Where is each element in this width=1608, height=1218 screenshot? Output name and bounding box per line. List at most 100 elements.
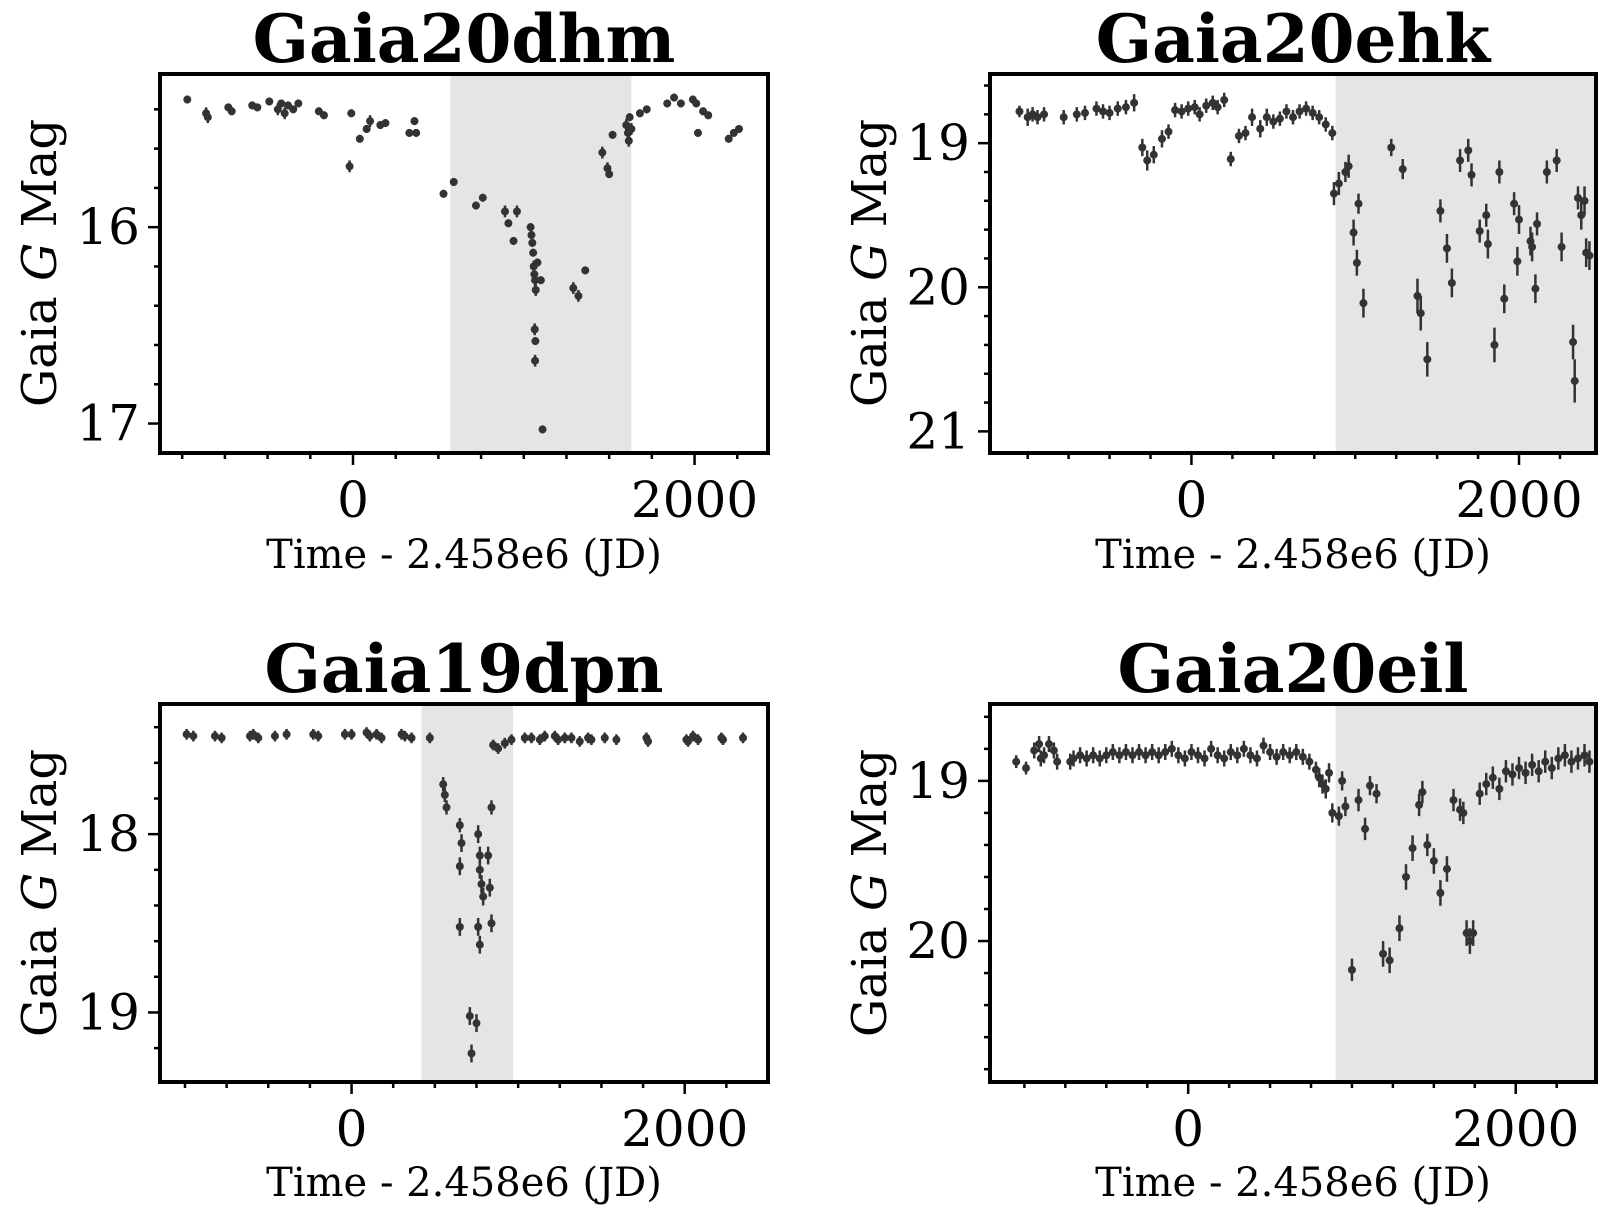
data-point	[1488, 773, 1497, 782]
data-point	[1573, 193, 1582, 202]
data-point	[684, 737, 693, 746]
data-point	[512, 207, 521, 216]
data-point	[1187, 748, 1196, 757]
data-point	[1220, 754, 1229, 763]
plot-frame	[158, 702, 770, 1084]
data-point	[1467, 170, 1476, 179]
data-point	[440, 790, 449, 799]
data-point	[527, 733, 536, 742]
data-point	[1202, 101, 1211, 110]
data-point	[1495, 784, 1504, 793]
data-point	[1354, 796, 1363, 805]
highlight-span	[421, 704, 514, 1082]
x-axis-label: Time - 2.458e6 (JD)	[1095, 1160, 1491, 1206]
data-point	[569, 284, 578, 293]
data-point	[1500, 294, 1509, 303]
panel-title: Gaia19dpn	[264, 630, 663, 708]
data-point	[1279, 748, 1288, 757]
data-point	[1099, 107, 1108, 116]
data-point	[487, 803, 496, 812]
data-point	[487, 919, 496, 928]
data-point	[1092, 104, 1101, 113]
data-point	[1033, 113, 1042, 122]
data-point	[377, 733, 386, 742]
data-point	[1513, 257, 1522, 266]
data-point	[1308, 108, 1317, 117]
y-tick-label-0: 19	[906, 114, 970, 172]
data-point	[567, 733, 576, 742]
data-point	[1577, 211, 1586, 220]
data-point	[1347, 965, 1356, 974]
data-point	[472, 1019, 481, 1028]
data-point	[734, 124, 743, 133]
data-point	[531, 356, 540, 365]
data-point	[1542, 167, 1551, 176]
data-point	[526, 223, 535, 232]
panel-title: Gaia20dhm	[253, 0, 676, 78]
data-point	[1349, 228, 1358, 237]
data-point	[189, 732, 198, 741]
data-point	[455, 922, 464, 931]
data-point	[1239, 744, 1248, 753]
data-point	[270, 732, 279, 741]
data-point	[1475, 789, 1484, 798]
data-point	[485, 883, 494, 892]
y-axis-label: Gaia G Mag	[842, 749, 898, 1037]
panel-title: Gaia20eil	[1118, 630, 1469, 708]
data-point	[1275, 114, 1284, 123]
data-point	[1200, 754, 1209, 763]
axis-ticks	[148, 108, 739, 465]
data-point	[1475, 227, 1484, 236]
data-point	[644, 737, 653, 746]
data-point	[381, 119, 390, 128]
data-point	[575, 737, 584, 746]
data-point	[273, 105, 282, 114]
data-point	[455, 862, 464, 871]
x-axis-label: Time - 2.458e6 (JD)	[266, 532, 662, 578]
data-point	[1241, 129, 1250, 138]
data-point	[1128, 751, 1137, 760]
data-point	[265, 97, 274, 106]
data-point	[1338, 776, 1347, 785]
y-tick-label-1: 20	[906, 912, 970, 970]
data-point	[1531, 284, 1540, 293]
data-point	[531, 276, 540, 285]
data-point	[1490, 340, 1499, 349]
data-point	[1423, 840, 1432, 849]
data-point	[1442, 864, 1451, 873]
data-point	[1315, 773, 1324, 782]
data-point	[1302, 104, 1311, 113]
data-point	[407, 733, 416, 742]
data-point	[366, 117, 375, 126]
data-point	[253, 103, 262, 112]
data-point	[1541, 757, 1550, 766]
data-point	[1015, 107, 1024, 116]
data-point	[1547, 764, 1556, 773]
data-point	[1282, 107, 1291, 116]
data-point	[1164, 127, 1173, 136]
data-point	[1469, 929, 1478, 938]
x-tick-label-1: 2000	[1455, 471, 1582, 529]
data-point	[1113, 104, 1122, 113]
data-point	[294, 99, 303, 108]
data-points	[1015, 92, 1594, 403]
data-point	[439, 189, 448, 198]
data-point	[1298, 752, 1307, 761]
data-point	[1325, 768, 1334, 777]
data-point	[467, 1049, 476, 1058]
data-point	[1402, 872, 1411, 881]
data-point	[1311, 765, 1320, 774]
data-point	[182, 730, 191, 739]
data-point	[554, 735, 563, 744]
y-axis-label: Gaia G Mag	[842, 119, 898, 407]
data-point	[1423, 355, 1432, 364]
data-point	[1194, 751, 1203, 760]
panel-title: Gaia20ehk	[1096, 0, 1492, 78]
axis-ticks	[148, 725, 728, 1094]
data-point	[362, 124, 371, 133]
data-point	[1082, 754, 1091, 763]
data-point	[479, 892, 488, 901]
data-point	[605, 170, 614, 179]
data-point	[598, 148, 607, 157]
data-point	[1044, 740, 1053, 749]
